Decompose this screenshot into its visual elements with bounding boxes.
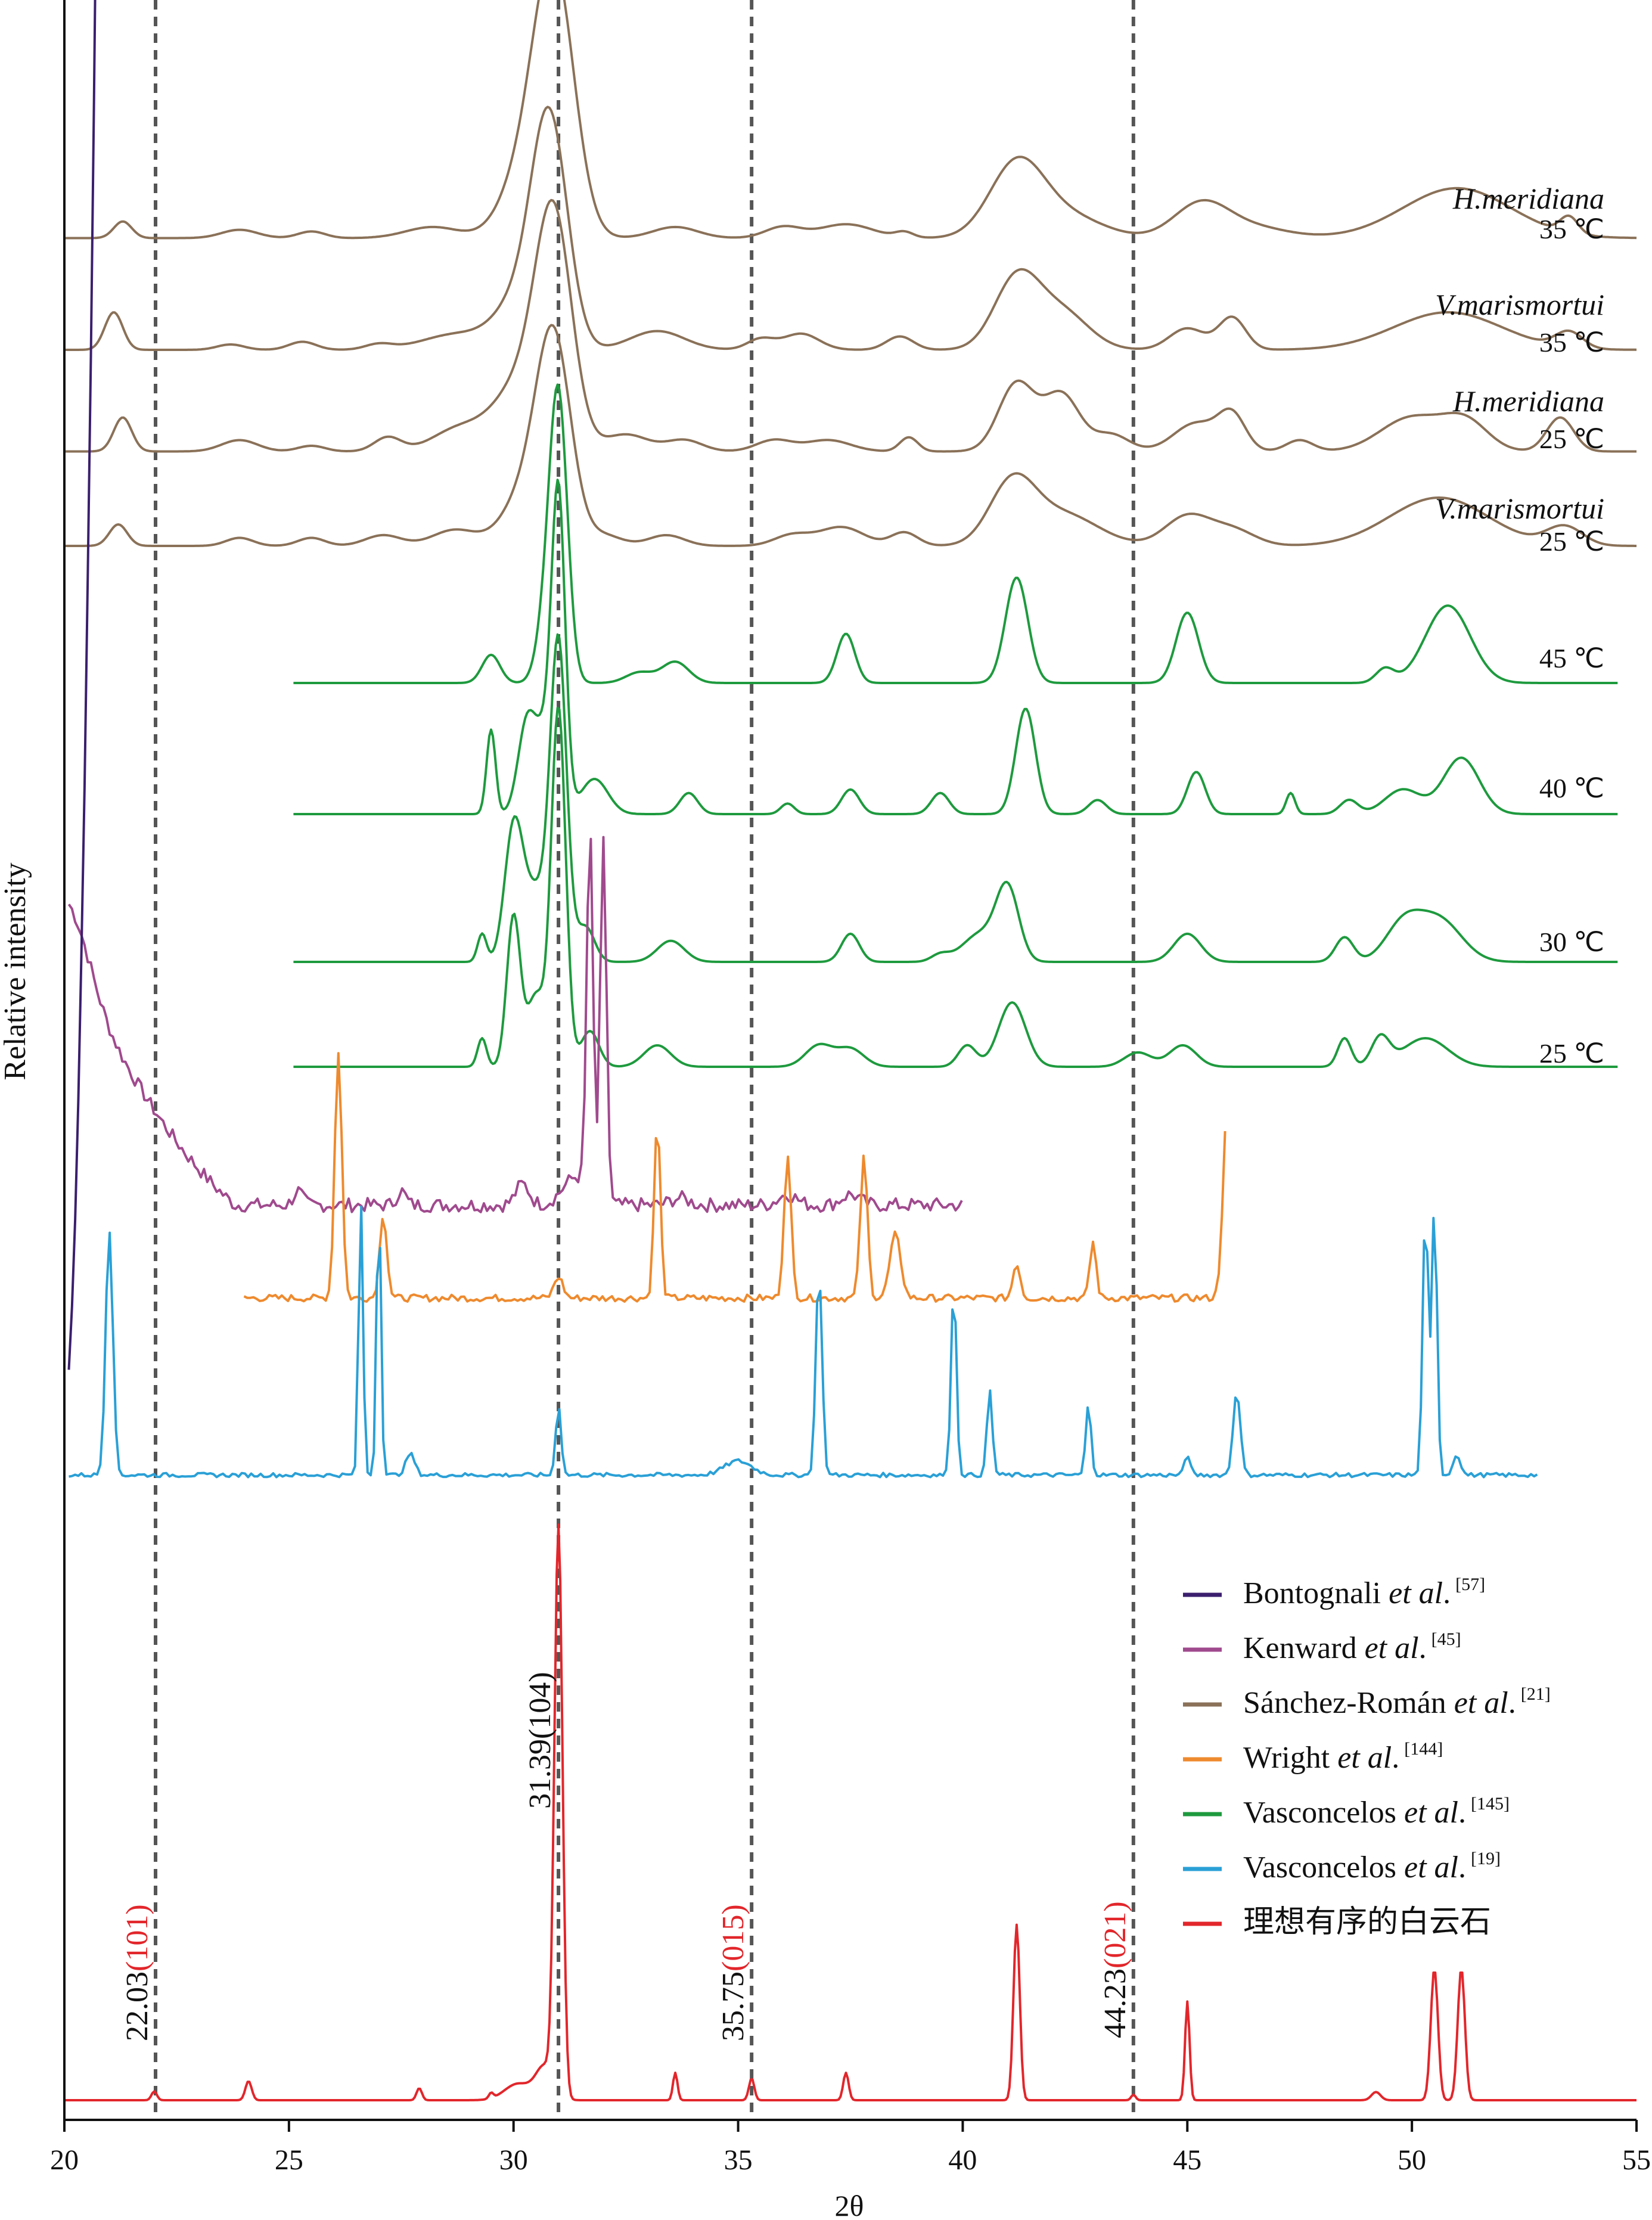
trace-green25 [293,706,1618,1068]
legend-label: Vasconcelos et al. [19] [1243,1849,1501,1884]
legend-label: 理想有序的白云石 [1243,1905,1491,1939]
x-tick-label: 20 [50,2144,79,2176]
trace-label-name: H.meridiana [1452,182,1604,215]
trace-brown4 [64,324,1637,547]
trace-label-temp: 30 ℃ [1539,927,1604,957]
trace-green30 [293,633,1618,963]
legend-label: Kenward et al. [45] [1243,1629,1461,1665]
trace-brown3 [64,198,1637,453]
trace-navy [67,0,97,1370]
peak-annotations: 22.03(101) 31.39(104) 35.75(015) 44.23(021) [120,1672,1132,2041]
x-tick-label: 55 [1622,2144,1651,2176]
trace-label-temp: 35 ℃ [1539,327,1604,358]
diffraction-traces [64,0,1637,2101]
reference-dashed-lines [154,0,1135,2120]
trace-orange [243,1052,1226,1303]
legend: Bontognali et al. [57] Kenward et al. [45] S… [1183,1575,1551,1939]
trace-label-temp: 25 ℃ [1539,1038,1604,1069]
trace-cyan [69,1205,1538,1479]
legend-label: Sánchez-Román et al. [21] [1243,1684,1551,1720]
trace-brown2 [64,105,1637,351]
trace-label-temp: 40 ℃ [1539,773,1604,803]
x-tick-label: 50 [1398,2144,1426,2176]
peak-annotation: 22.03(101) [120,1904,154,2041]
trace-green45 [293,383,1618,684]
trace-purple [67,836,963,1213]
trace-red [64,1523,1637,2101]
legend-label: Wright et al. [144] [1243,1739,1443,1775]
axes [63,0,1637,2121]
x-tick-label: 30 [499,2144,528,2176]
y-axis-label: Relative intensity [0,862,32,1080]
trace-label-temp: 25 ℃ [1539,424,1604,454]
peak-annotation: 31.39(104) [523,1672,557,1809]
x-tick-label: 45 [1173,2144,1201,2176]
legend-label: Vasconcelos et al. [145] [1243,1794,1510,1830]
trace-label-name: H.meridiana [1452,384,1604,418]
peak-annotation: 44.23(021) [1098,1901,1132,2038]
x-tick-label: 40 [948,2144,977,2176]
trace-brown1 [64,0,1637,240]
trace-label-name: V.marismortui [1435,288,1604,321]
x-axis-label: 2θ [835,2189,864,2220]
legend-label: Bontognali et al. [57] [1243,1575,1485,1610]
peak-annotation: 35.75(015) [716,1904,750,2041]
trace-label-name: V.marismortui [1435,492,1604,525]
trace-green40 [293,479,1618,815]
trace-label-temp: 25 ℃ [1539,526,1604,557]
x-ticks: 20 25 30 35 40 45 50 55 [50,2120,1651,2176]
x-tick-label: 25 [275,2144,303,2176]
trace-label-temp: 35 ℃ [1539,214,1604,244]
x-tick-label: 35 [724,2144,753,2176]
trace-label-temp: 45 ℃ [1539,643,1604,673]
